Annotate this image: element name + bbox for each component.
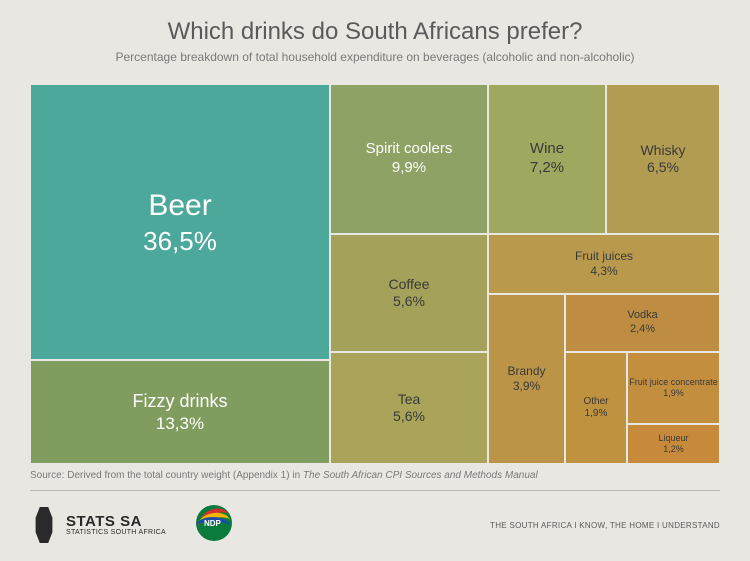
treemap-cell: Brandy3,9% — [488, 294, 565, 464]
ndp-circle-icon: NDP — [196, 505, 232, 541]
treemap-cell-label: Spirit coolers — [366, 140, 453, 159]
stats-sa-icon — [30, 507, 58, 543]
source-line: Source: Derived from the total country w… — [30, 470, 538, 481]
chart-title: Which drinks do South Africans prefer? — [20, 18, 730, 46]
treemap-cell-label: Liqueur — [658, 433, 688, 444]
treemap-cell: Wine7,2% — [488, 84, 606, 234]
treemap-cell-label: Wine — [530, 140, 564, 159]
stats-sa-logo: STATS SA STATISTICS SOUTH AFRICA — [30, 507, 166, 543]
ndp-logo: NDP — [196, 505, 236, 545]
treemap-cell-value: 5,6% — [393, 293, 425, 311]
treemap-cell: Fizzy drinks13,3% — [30, 360, 330, 464]
treemap-cell-value: 3,9% — [513, 379, 540, 394]
treemap-cell: Beer36,5% — [30, 84, 330, 360]
stats-main-label: STATS SA — [66, 514, 166, 529]
footer-bar: STATS SA STATISTICS SOUTH AFRICA NDP THE… — [30, 500, 720, 550]
source-italic: The South African CPI Sources and Method… — [303, 470, 538, 481]
treemap-cell: Coffee5,6% — [330, 234, 488, 352]
chart-header: Which drinks do South Africans prefer? P… — [0, 0, 750, 72]
treemap-cell: Tea5,6% — [330, 352, 488, 464]
treemap-cell-value: 4,3% — [590, 264, 617, 279]
treemap-cell-value: 13,3% — [156, 413, 204, 434]
treemap-cell-label: Beer — [148, 187, 211, 225]
treemap-cell-label: Brandy — [507, 364, 545, 379]
footer-tagline: THE SOUTH AFRICA I KNOW, THE HOME I UNDE… — [490, 521, 720, 530]
treemap-cell: Liqueur1,2% — [627, 424, 720, 464]
treemap-cell-label: Other — [583, 396, 608, 409]
treemap-chart: Beer36,5%Fizzy drinks13,3%Spirit coolers… — [30, 84, 720, 464]
stats-sub-label: STATISTICS SOUTH AFRICA — [66, 529, 166, 536]
treemap-cell-label: Coffee — [389, 276, 430, 294]
chart-subtitle: Percentage breakdown of total household … — [20, 50, 730, 64]
stats-sa-text: STATS SA STATISTICS SOUTH AFRICA — [66, 514, 166, 536]
treemap-cell-label: Fizzy drinks — [132, 390, 227, 413]
treemap-cell-value: 2,4% — [630, 323, 655, 337]
treemap-cell-label: Fruit juices — [575, 249, 633, 264]
ndp-label: NDP — [204, 519, 221, 528]
treemap-cell-value: 7,2% — [530, 159, 564, 178]
treemap-cell-label: Vodka — [627, 309, 658, 323]
treemap-cell-value: 36,5% — [143, 225, 217, 258]
source-prefix: Source: Derived from the total country w… — [30, 470, 303, 481]
treemap-cell: Vodka2,4% — [565, 294, 720, 352]
treemap-cell-value: 1,9% — [585, 408, 608, 421]
treemap-cell: Spirit coolers9,9% — [330, 84, 488, 234]
treemap-cell-label: Whisky — [640, 142, 685, 160]
treemap-cell-value: 9,9% — [392, 159, 426, 178]
treemap-cell-value: 1,9% — [663, 388, 684, 399]
treemap-cell-value: 6,5% — [647, 159, 679, 177]
treemap-cell: Whisky6,5% — [606, 84, 720, 234]
treemap-cell-value: 5,6% — [393, 408, 425, 426]
treemap-cell: Fruit juice concentrate1,9% — [627, 352, 720, 424]
treemap-cell: Other1,9% — [565, 352, 627, 464]
treemap-cell: Fruit juices4,3% — [488, 234, 720, 294]
treemap-cell-label: Tea — [398, 391, 421, 409]
treemap-cell-label: Fruit juice concentrate — [629, 377, 718, 388]
treemap-cell-value: 1,2% — [663, 444, 684, 455]
footer-divider — [30, 490, 720, 491]
